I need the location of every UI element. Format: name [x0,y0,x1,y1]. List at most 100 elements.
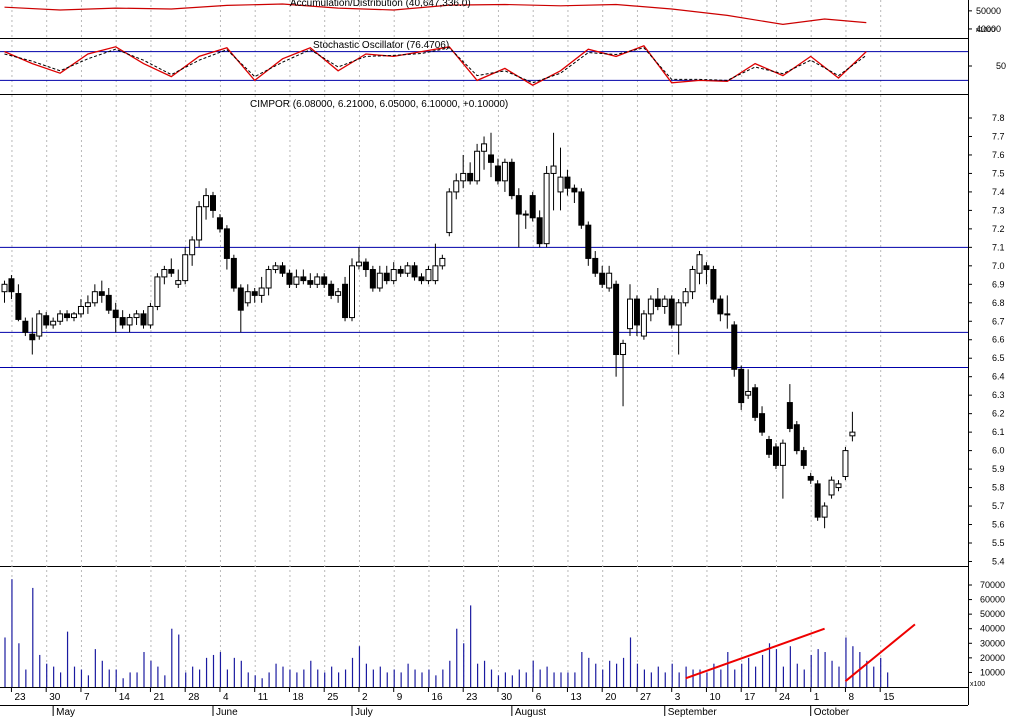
candle-body-55 [383,272,390,282]
candle-74 [515,188,522,248]
candle-64 [446,188,453,237]
candle-body-31 [216,217,223,230]
price-tick-label-7: 6.1 [992,427,1005,437]
volume-tick-label-0: 70000 [980,580,1005,590]
candle-body-59 [411,265,418,278]
price-tick-label-12: 6.6 [992,335,1005,345]
volume-tick-label-3: 40000 [980,624,1005,634]
candle-body-41 [286,272,293,285]
price-tick-label-3: 5.7 [992,501,1005,511]
candle-body-16 [112,309,119,319]
candle-body-98 [682,291,689,304]
candle-101 [703,262,710,285]
candle-body-13 [91,291,98,304]
candle-body-100 [696,254,703,274]
candle-body-64 [446,191,453,234]
candle-body-1 [8,278,15,293]
candle-body-43 [300,276,307,282]
accum-tick-label-0: 50000 [976,6,1001,16]
candle-84 [585,221,592,266]
candle-66 [460,154,467,189]
candle-body-68 [474,150,481,182]
candle-body-28 [196,206,203,241]
candle-body-87 [606,272,613,289]
month-label-0: May [56,707,75,718]
candle-body-52 [362,261,369,271]
candle-60 [418,273,425,285]
candle-53 [369,265,376,292]
day-label-13: 23 [466,692,478,703]
candle-body-81 [564,176,571,189]
price-tick-label-14: 6.8 [992,298,1005,308]
candle-100 [696,251,703,285]
candle-73 [508,158,515,200]
candle-0 [1,280,8,303]
stoch-k-line [4,45,867,86]
candle-106 [738,365,745,410]
day-label-21: 17 [744,692,756,703]
day-label-24: 8 [848,692,854,703]
candle-12 [84,295,91,314]
candle-9 [64,310,71,322]
day-label-18: 27 [640,692,652,703]
price-tick-label-0: 5.4 [992,556,1005,566]
candle-body-20 [140,313,147,326]
candle-body-72 [501,161,508,182]
day-label-7: 11 [258,692,269,703]
candle-77 [536,210,543,248]
day-label-5: 28 [188,692,200,703]
volume-tick-label-4: 30000 [980,638,1005,648]
price-tick-label-23: 7.7 [992,131,1005,141]
price-tick-label-13: 6.7 [992,316,1005,326]
day-label-23: 1 [814,692,820,703]
candle-body-11 [77,305,84,315]
candle-61 [425,265,432,285]
candle-body-73 [508,161,515,197]
candle-2 [15,284,22,322]
candle-body-24 [168,269,175,274]
candle-39 [272,262,279,274]
candle-body-67 [467,172,474,182]
candle-body-61 [425,269,432,282]
day-label-8: 18 [292,692,304,703]
candle-body-99 [689,269,696,293]
candle-83 [578,188,585,229]
price-tick-label-5: 5.9 [992,464,1005,474]
candle-body-63 [439,257,446,267]
candle-body-3 [22,320,29,333]
candle-body-69 [481,143,488,152]
candle-body-106 [738,368,745,404]
candle-98 [682,288,689,307]
candle-body-27 [189,239,196,256]
candle-120 [835,480,842,492]
candle-18 [126,313,133,333]
candle-body-12 [84,302,91,307]
month-label-1: June [216,707,238,718]
volume-tick-label-2: 50000 [980,609,1005,619]
candle-4 [29,317,36,355]
candle-body-85 [592,257,599,274]
candle-body-84 [585,224,592,259]
candle-body-23 [161,269,168,278]
candle-91 [633,295,640,337]
candle-33 [230,254,237,292]
candle-75 [522,210,529,229]
candle-body-39 [272,265,279,271]
candle-body-108 [752,387,759,418]
day-label-4: 21 [153,692,165,703]
candle-body-34 [237,287,244,311]
candle-body-94 [654,298,661,307]
candle-body-8 [57,313,64,322]
day-label-3: 14 [119,692,131,703]
candle-body-113 [786,402,793,429]
price-tick-label-4: 5.8 [992,483,1005,493]
candle-122 [849,411,856,442]
candle-8 [57,310,64,325]
price-tick-label-10: 6.4 [992,372,1005,382]
candle-body-90 [627,298,633,330]
candle-40 [279,262,286,277]
candle-body-14 [98,291,105,296]
day-label-2: 7 [84,692,90,703]
candle-body-122 [849,431,856,437]
candle-87 [606,265,613,292]
